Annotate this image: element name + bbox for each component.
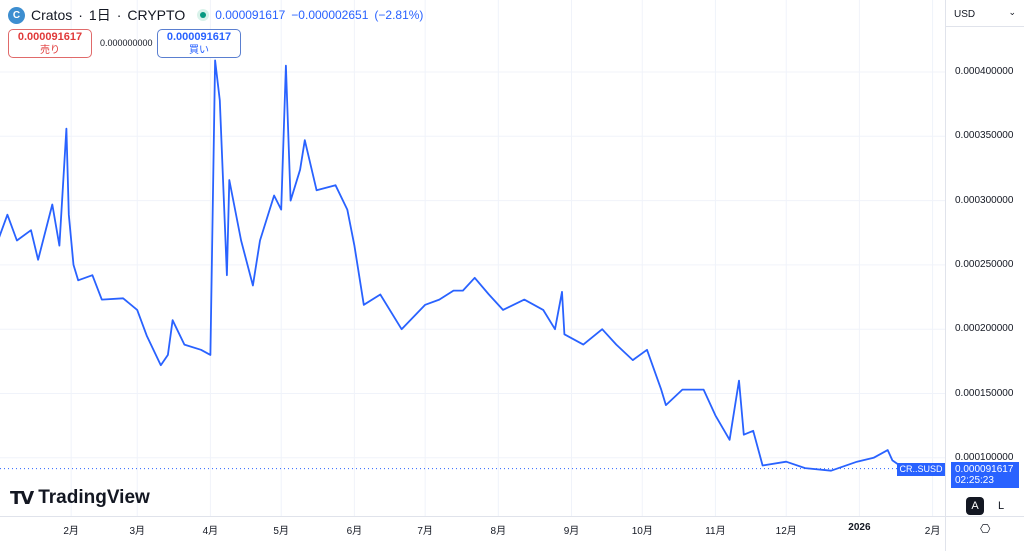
x-tick-label: 8月 [490,526,507,537]
price-axis-border [945,0,946,551]
x-tick-label: 10月 [631,526,653,537]
bar-countdown: 02:25:23 [955,475,994,486]
log-scale-button[interactable]: L [997,500,1005,512]
tradingview-mark-icon: 𝗧𝗩 [10,487,34,508]
x-tick-label: 2月 [924,526,941,537]
x-tick-label: 7月 [417,526,433,537]
price-change: −0.000002651 [291,8,369,22]
x-tick-label: 3月 [129,526,146,537]
symbol-price-tag: CR..SUSD [897,463,945,476]
time-axis-border [0,516,1024,517]
symbol-header: C Cratos · 1日 · CRYPTO 0.000091617 −0.00… [8,5,423,25]
cratos-logo-icon: C [8,6,25,24]
price-chart[interactable] [0,0,945,516]
price-line [0,59,905,472]
sell-button[interactable]: 0.000091617 売り [8,29,92,58]
spread: 0.000000000 [100,38,153,48]
exchange: CRYPTO [127,7,186,23]
y-tick-label: 0.000300000 [955,194,1014,206]
market-status-icon [197,9,210,21]
symbol-name[interactable]: Cratos [31,7,73,23]
y-tick-label: 0.000150000 [955,387,1014,399]
y-tick-label: 0.000400000 [955,66,1014,77]
price-change-pct: (−2.81%) [374,8,424,22]
x-tick-label: 9月 [563,526,580,537]
y-tick-label: 0.000100000 [955,451,1014,463]
x-tick-label: 6月 [346,526,363,537]
x-tick-label: 12月 [775,526,797,537]
x-tick-label: 5月 [273,526,289,537]
auto-scale-button[interactable]: A [966,497,984,515]
current-price-tag: 0.000091617 02:25:23 [951,462,1019,488]
x-tick-label: 2月 [63,526,79,537]
y-tick-label: 0.000200000 [955,323,1014,335]
y-tick-label: 0.000350000 [955,130,1014,142]
y-tick-label: 0.000250000 [955,258,1014,270]
currency-select[interactable]: USD ⌄ [946,0,1024,27]
x-tick-label: 4月 [202,526,219,537]
settings-icon[interactable]: ⎔ [980,522,991,536]
chevron-down-icon: ⌄ [1008,7,1016,17]
interval[interactable]: 1日 [88,7,111,23]
buy-button[interactable]: 0.000091617 買い [157,29,241,58]
last-price: 0.000091617 [215,8,286,22]
x-tick-label: 2026 [848,522,871,533]
tradingview-logo[interactable]: 𝗧𝗩 TradingView [10,487,150,508]
x-tick-label: 11月 [705,526,726,537]
